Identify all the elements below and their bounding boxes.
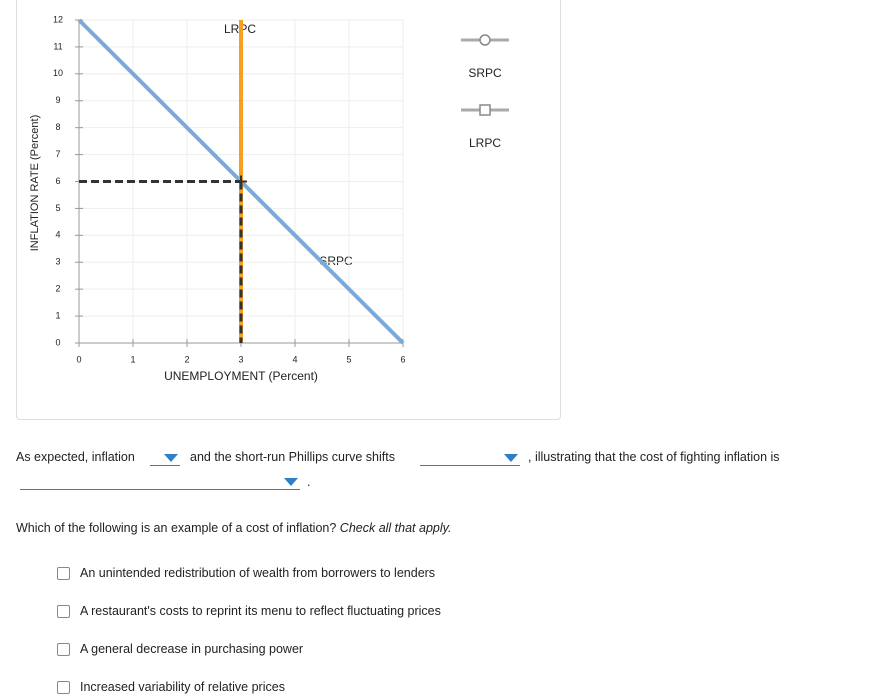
y-tick-label: 8	[55, 122, 60, 132]
question-text: .	[307, 475, 311, 489]
checkbox[interactable]	[57, 643, 70, 656]
option-label: Increased variability of relative prices	[80, 680, 285, 694]
y-tick-label: 9	[55, 95, 60, 105]
option-label: A general decrease in purchasing power	[80, 642, 304, 656]
x-axis-label: UNEMPLOYMENT (Percent)	[164, 369, 318, 383]
y-tick-label: 12	[53, 14, 63, 24]
y-tick-label: 6	[55, 176, 60, 186]
x-tick-label: 5	[346, 354, 351, 364]
x-tick-label: 1	[130, 354, 135, 364]
prompt-text: Which of the following is an example of …	[16, 521, 337, 535]
checkbox[interactable]	[57, 605, 70, 618]
x-tick-label: 6	[400, 354, 405, 364]
x-tick-label: 3	[238, 354, 243, 364]
checkbox[interactable]	[57, 681, 70, 694]
y-tick-label: 3	[55, 257, 60, 267]
guide-point	[235, 175, 247, 188]
checkbox[interactable]	[57, 567, 70, 580]
y-tick-label: 5	[55, 203, 60, 213]
graph-panel	[16, 0, 561, 420]
y-tick-label: 1	[55, 310, 60, 320]
y-tick-label: 10	[53, 68, 63, 78]
legend-label: LRPC	[469, 136, 501, 150]
y-tick-label: 2	[55, 284, 60, 294]
y-tick-label: 0	[55, 337, 60, 347]
y-tick-label: 11	[53, 41, 62, 51]
legend-marker	[479, 104, 491, 116]
question-prompt: Which of the following is an example of …	[16, 521, 451, 535]
prompt-hint: Check all that apply.	[339, 521, 452, 535]
y-axis-label: INFLATION RATE (Percent)	[29, 115, 41, 252]
chart: UNEMPLOYMENT (Percent) INFLATION RATE (P…	[29, 14, 509, 383]
x-tick-label: 4	[292, 354, 297, 364]
question-text: , illustrating that the cost of fighting…	[528, 450, 780, 464]
x-tick-label: 2	[184, 354, 189, 364]
y-tick-label: 7	[55, 149, 60, 159]
question-text: As expected, inflation	[16, 450, 135, 464]
x-tick-label: 0	[76, 354, 81, 364]
y-tick-label: 4	[55, 230, 60, 240]
dropdown[interactable]	[150, 449, 180, 466]
question-text: and the short-run Phillips curve shifts	[190, 450, 395, 464]
option-label: An unintended redistribution of wealth f…	[80, 566, 436, 580]
legend-label: SRPC	[468, 66, 502, 80]
legend-marker	[479, 34, 491, 46]
dropdown[interactable]	[420, 449, 520, 466]
srpc-annotation: SRPC	[319, 254, 353, 268]
dropdown[interactable]	[20, 473, 300, 490]
option-label: A restaurant's costs to reprint its menu…	[80, 604, 441, 618]
